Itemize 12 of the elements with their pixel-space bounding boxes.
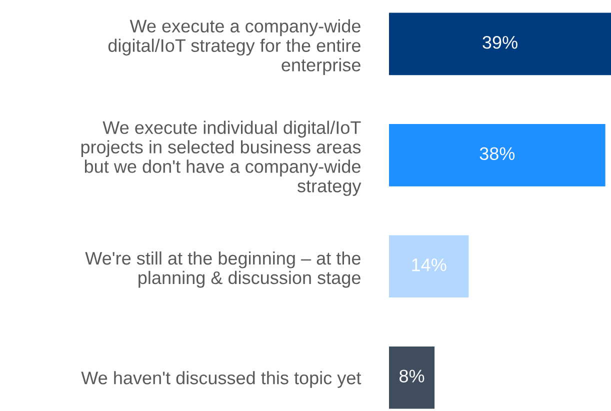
y-tick-label: We're still at the beginning – at the planning & discussion stage — [85, 251, 360, 288]
bar — [389, 12, 611, 76]
y-tick-label: We execute a company-wide digital/IoT strategy for the entire enterprise — [108, 19, 360, 75]
data-label: 38% — [480, 147, 515, 160]
data-label: 39% — [482, 36, 518, 49]
bar — [389, 124, 606, 186]
data-label: 8% — [400, 370, 424, 382]
bar — [389, 346, 435, 409]
y-tick-label: We haven't discussed this topic yet — [81, 371, 362, 388]
data-label: 14% — [412, 258, 446, 272]
y-tick-label: We execute individual digital/IoT projects in selected business areas but we don't have a company-wide strategy — [81, 120, 362, 196]
bar — [389, 235, 469, 298]
